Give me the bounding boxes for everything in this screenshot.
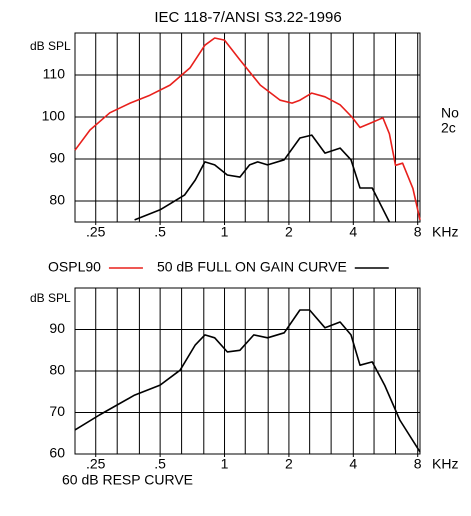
plot-frame [74, 32, 421, 223]
y-axis-label: dB SPL [30, 291, 71, 305]
y-axis-label: dB SPL [30, 39, 71, 53]
y-tick-label: 90 [49, 320, 65, 336]
x-tick-label: 4 [349, 224, 357, 240]
x-tick-label: 2 [285, 224, 293, 240]
legend-label: 50 dB FULL ON GAIN CURVE [157, 259, 347, 275]
data-line [74, 37, 421, 221]
y-tick-label: 80 [49, 192, 65, 208]
x-tick-label: 2 [285, 456, 293, 472]
chart-title: IEC 118-7/ANSI S3.22-1996 [154, 9, 341, 26]
x-tick-label: 1 [221, 456, 229, 472]
x-tick-label: 8 [414, 224, 422, 240]
y-tick-label: 110 [43, 66, 66, 82]
x-tick-label: .5 [154, 456, 166, 472]
x-tick-label: 8 [414, 456, 422, 472]
data-line [74, 309, 421, 453]
annotation: 2c [441, 120, 456, 136]
y-tick-label: 60 [49, 445, 65, 461]
annotation: No [441, 105, 459, 121]
data-line [134, 134, 391, 223]
x-axis-label: KHz [432, 456, 458, 472]
y-tick-label: 80 [49, 362, 65, 378]
legend-label: OSPL90 [48, 259, 101, 275]
x-tick-label: 1 [221, 224, 229, 240]
x-axis-label: KHz [432, 224, 458, 240]
x-tick-label: 4 [349, 456, 357, 472]
x-tick-label: .25 [86, 224, 106, 240]
y-tick-label: 70 [49, 403, 65, 419]
y-tick-label: 90 [49, 150, 65, 166]
chart-caption: 60 dB RESP CURVE [62, 472, 193, 488]
x-tick-label: .25 [86, 456, 106, 472]
y-tick-label: 100 [42, 108, 66, 124]
x-tick-label: .5 [154, 224, 166, 240]
